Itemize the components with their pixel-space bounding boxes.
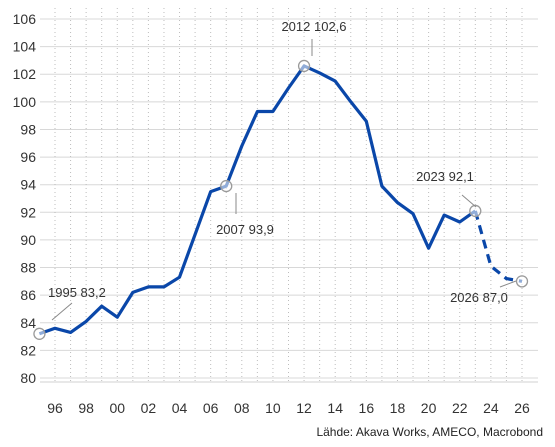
x-tick-label: 18 xyxy=(390,400,406,416)
annotation-marker xyxy=(297,59,311,73)
annotation-marker xyxy=(220,179,233,193)
y-tick-label: 102 xyxy=(13,66,37,82)
y-tick-label: 90 xyxy=(20,232,36,248)
x-tick-label: 96 xyxy=(47,400,63,416)
x-tick-label: 02 xyxy=(141,400,157,416)
annotation-label: 2012 102,6 xyxy=(281,19,346,34)
x-tick-label: 22 xyxy=(452,400,468,416)
x-tick-label: 00 xyxy=(109,400,125,416)
y-tick-label: 88 xyxy=(20,260,36,276)
y-tick-label: 94 xyxy=(20,177,36,193)
x-tick-label: 06 xyxy=(203,400,219,416)
annotation-label: 2026 87,0 xyxy=(450,290,508,305)
annotation-marker xyxy=(515,275,529,288)
annotation-leader xyxy=(51,302,73,321)
x-tick-label: 20 xyxy=(421,400,437,416)
y-tick-label: 98 xyxy=(20,121,36,137)
y-tick-label: 86 xyxy=(20,287,36,303)
x-tick-label: 24 xyxy=(483,400,499,416)
annotation-marker xyxy=(33,327,46,340)
y-gridlines xyxy=(40,18,538,379)
annotation-label: 2007 93,9 xyxy=(216,222,274,237)
y-axis-labels: 80 82 84 86 88 90 92 94 96 98 100 102 104 106 xyxy=(13,11,37,386)
series-lines xyxy=(38,64,523,336)
x-axis-labels: 96 98 00 02 04 06 08 10 12 14 16 18 20 22 24 26 xyxy=(47,400,530,416)
x-gridlines xyxy=(40,8,538,383)
y-tick-label: 80 xyxy=(20,370,36,386)
x-tick-label: 26 xyxy=(514,400,530,416)
x-tick-label: 14 xyxy=(327,400,343,416)
history-line xyxy=(38,64,477,336)
x-tick-label: 98 xyxy=(78,400,94,416)
annotation-leader xyxy=(461,194,477,208)
x-tick-label: 12 xyxy=(296,400,312,416)
y-tick-label: 96 xyxy=(20,149,36,165)
annotation-leader xyxy=(499,280,517,288)
annotation-label: 2023 92,1 xyxy=(416,169,474,184)
y-tick-label: 92 xyxy=(20,204,36,220)
x-tick-label: 08 xyxy=(234,400,250,416)
y-tick-label: 82 xyxy=(20,342,36,358)
y-tick-label: 84 xyxy=(20,315,36,331)
y-tick-label: 106 xyxy=(13,11,37,27)
annotation-marker xyxy=(469,204,482,218)
y-tick-label: 100 xyxy=(13,94,37,110)
forecast-line xyxy=(473,210,523,283)
annotation-label: 1995 83,2 xyxy=(48,285,106,300)
x-tick-label: 04 xyxy=(172,400,188,416)
x-tick-label: 10 xyxy=(265,400,281,416)
source-note: Lähde: Akava Works, AMECO, Macrobond xyxy=(316,425,543,439)
y-tick-label: 104 xyxy=(13,39,37,55)
annotations: 1995 83,2 2007 93,9 2012 102,6 2023 92,1 202… xyxy=(33,19,529,340)
x-tick-label: 16 xyxy=(359,400,375,416)
